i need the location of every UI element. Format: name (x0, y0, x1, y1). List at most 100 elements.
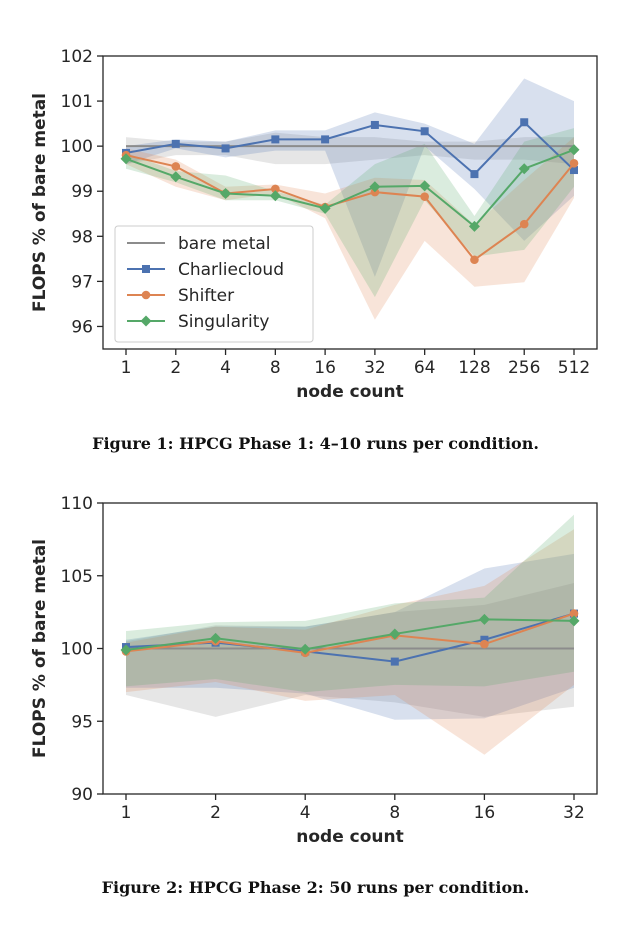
y-axis: 90 95 100 105 110 FLOPS % of bare metal (30, 494, 103, 805)
singularity-point (369, 181, 381, 193)
charliecloud-point (570, 166, 578, 175)
x-tick-label: 256 (508, 358, 540, 378)
x-axis: 1 2 4 8 16 32 64 128 256 512 node count (121, 349, 590, 402)
x-axis-label: node count (296, 382, 404, 402)
x-tick-label: 4 (300, 803, 311, 823)
legend-label: Singularity (178, 312, 269, 332)
y-tick-label: 96 (71, 317, 93, 337)
shifter-point (480, 639, 489, 649)
series-lines (120, 118, 580, 265)
series-singularity (120, 613, 580, 656)
singularity-point (269, 190, 281, 202)
series-singularity (120, 144, 580, 232)
y-axis-label: FLOPS % of bare metal (30, 539, 50, 758)
y-tick-label: 102 (61, 47, 93, 67)
x-tick-label: 32 (364, 358, 386, 378)
singularity-point (120, 644, 132, 656)
x-tick-label: 16 (474, 803, 496, 823)
legend-label: Shifter (178, 286, 234, 306)
figure-2: 1 2 4 8 16 32 node count 90 95 100 105 110 FLOPS % o… (0, 470, 631, 936)
charliecloud-point (221, 144, 230, 153)
shifter-point (420, 192, 429, 201)
x-tick-label: 16 (314, 358, 336, 378)
singularity-point (389, 628, 401, 640)
legend-box (114, 225, 314, 343)
singularity-point (518, 163, 530, 175)
figure-1-caption: Figure 1: HPCG Phase 1: 4–10 runs per co… (92, 434, 539, 453)
singularity-point (299, 643, 311, 655)
singularity-line (125, 148, 575, 228)
y-tick-label: 98 (71, 227, 93, 247)
charliecloud-point (470, 170, 479, 179)
x-tick-label: 64 (414, 358, 436, 378)
legend: bare metal Charliecloud Shifter Singularity (114, 225, 314, 343)
legend-marker (142, 265, 150, 273)
series-charliecloud (122, 118, 578, 179)
hpcg-phase-2-chart: 1 2 4 8 16 32 node count 90 95 100 105 110 FLOPS % o… (30, 494, 598, 847)
y-axis: 96 97 98 99 100 101 102 FLOPS % of bare metal (30, 47, 103, 337)
shifter-point (569, 158, 579, 168)
shifter-point (271, 184, 280, 194)
singularity-point (468, 220, 480, 232)
bare-metal-band (126, 583, 574, 717)
charliecloud-band (126, 553, 574, 720)
series-lines (120, 609, 580, 666)
y-tick-label: 100 (61, 137, 93, 157)
y-axis-label: FLOPS % of bare metal (30, 93, 50, 312)
x-tick-label: 128 (458, 358, 490, 378)
shifter-point (171, 162, 181, 171)
singularity-point (568, 615, 580, 627)
y-tick-label: 101 (61, 92, 93, 112)
x-tick-label: 1 (121, 358, 132, 378)
legend-label: Charliecloud (178, 260, 284, 280)
bare-metal-band (126, 132, 574, 165)
charliecloud-band (126, 78, 574, 277)
x-tick-label: 8 (389, 803, 400, 823)
x-tick-label: 1 (121, 803, 132, 823)
legend-item-singularity: Singularity (127, 312, 269, 332)
y-tick-label: 100 (61, 640, 93, 660)
x-tick-label: 512 (558, 358, 590, 378)
legend-item-bare-metal: bare metal (127, 234, 271, 254)
figure-2-caption: Figure 2: HPCG Phase 2: 50 runs per cond… (101, 878, 530, 897)
shifter-line (125, 154, 575, 262)
singularity-band (126, 514, 574, 693)
legend-marker (141, 290, 151, 300)
singularity-point (170, 171, 182, 183)
legend-marker (140, 315, 152, 327)
charliecloud-point (420, 127, 429, 136)
singularity-point (419, 180, 431, 192)
x-tick-label: 32 (563, 803, 585, 823)
x-axis-label: node count (296, 827, 404, 847)
y-tick-label: 97 (71, 272, 93, 292)
shifter-band (126, 137, 574, 320)
shifter-point (569, 609, 579, 618)
legend-item-charliecloud: Charliecloud (127, 260, 284, 280)
x-tick-label: 4 (220, 358, 231, 378)
singularity-point (210, 632, 222, 644)
x-tick-label: 2 (170, 358, 181, 378)
shifter-point (470, 255, 479, 265)
shifter-line (125, 612, 575, 654)
x-tick-label: 2 (210, 803, 221, 823)
charliecloud-point (370, 120, 379, 129)
legend-label: bare metal (178, 234, 271, 254)
singularity-point (568, 144, 580, 156)
shifter-point (519, 219, 529, 229)
y-tick-label: 105 (61, 567, 93, 587)
hpcg-phase-1-chart: 1 2 4 8 16 32 64 128 256 512 node count 96 97 98 99 100… (30, 47, 598, 402)
charliecloud-point (271, 135, 280, 144)
y-tick-label: 110 (61, 494, 93, 514)
singularity-band (126, 128, 574, 298)
singularity-point (120, 153, 132, 165)
charliecloud-point (480, 635, 489, 644)
y-tick-label: 95 (71, 712, 93, 732)
singularity-point (478, 613, 490, 625)
y-tick-label: 90 (71, 785, 93, 805)
legend-item-shifter: Shifter (127, 286, 234, 306)
confidence-bands (126, 78, 574, 320)
charliecloud-point (171, 139, 180, 148)
plot-frame (102, 55, 598, 350)
singularity-point (319, 202, 331, 214)
charliecloud-line (125, 120, 575, 176)
